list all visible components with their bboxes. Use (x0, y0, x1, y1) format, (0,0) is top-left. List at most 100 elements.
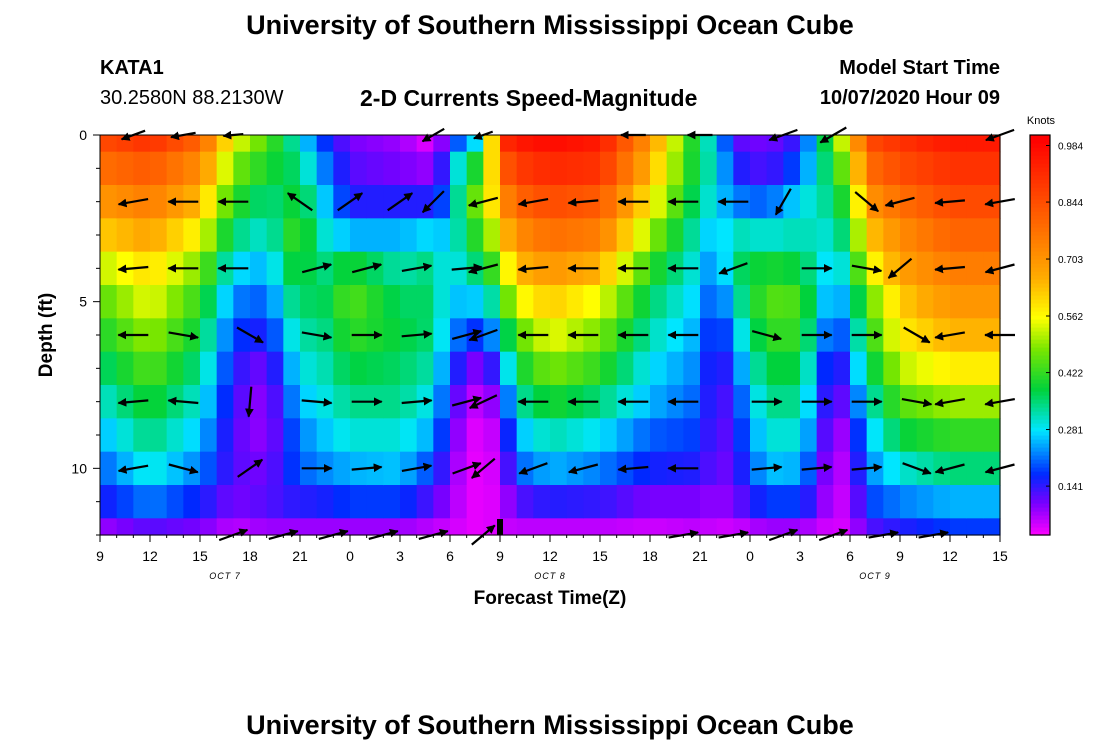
heatmap-cell (266, 385, 284, 419)
heatmap-cell (283, 151, 301, 186)
colorbar-swatch (1030, 531, 1050, 536)
colorbar-swatch (1030, 491, 1050, 496)
heatmap-cell (966, 185, 984, 219)
heatmap-cell (900, 185, 918, 219)
heatmap-cell (383, 351, 401, 386)
heatmap-cell (816, 518, 834, 536)
heatmap-cell (533, 485, 551, 519)
colorbar-swatch (1030, 495, 1050, 500)
heatmap-cell (800, 418, 818, 453)
x-tick-label: 21 (692, 548, 708, 564)
heatmap-cell (883, 351, 901, 386)
heatmap-cell (583, 418, 601, 453)
heatmap-cell (666, 485, 684, 519)
colorbar-swatch (1030, 403, 1050, 408)
heatmap-cell (183, 351, 201, 386)
current-vector-arrow (301, 331, 333, 341)
x-tick-label: 9 (496, 548, 504, 564)
colorbar-swatch (1030, 275, 1050, 280)
colorbar-swatch (1030, 287, 1050, 292)
x-tick-label: 15 (992, 548, 1008, 564)
heatmap-cell (850, 485, 868, 519)
colorbar-swatch (1030, 259, 1050, 264)
heatmap-cell (850, 151, 868, 186)
heatmap-cell (733, 218, 751, 253)
heatmap-cell (883, 218, 901, 253)
colorbar-swatch (1030, 343, 1050, 348)
heatmap-cell (716, 318, 734, 353)
heatmap-cell (233, 218, 251, 253)
heatmap-cell (250, 285, 268, 319)
heatmap-cell (700, 151, 718, 186)
heatmap-cell (733, 351, 751, 386)
x-tick-label: 0 (746, 548, 754, 564)
heatmap-cell (783, 485, 801, 519)
heatmap-cell (950, 285, 968, 319)
current-vector-arrow (387, 192, 414, 212)
current-vector-arrow (718, 262, 748, 275)
heatmap-cell (333, 151, 351, 186)
colorbar-swatch (1030, 263, 1050, 268)
heatmap-cell (550, 251, 568, 286)
heatmap-cell (283, 251, 301, 286)
heatmap-cell (100, 418, 118, 453)
heatmap-cell (216, 318, 234, 353)
heatmap-cell (966, 151, 984, 186)
heatmap-cell (250, 385, 268, 419)
heatmap-cell (100, 285, 118, 319)
heatmap-cell (816, 351, 834, 386)
heatmap-cell (116, 151, 134, 186)
heatmap-cell (250, 251, 268, 286)
x-tick-label: 0 (346, 548, 354, 564)
heatmap-cell (283, 218, 301, 253)
heatmap-cell (216, 218, 234, 253)
heatmap-cell (383, 385, 401, 419)
heatmap-cell (983, 485, 1001, 519)
heatmap-cell (166, 318, 184, 353)
colorbar-swatch (1030, 483, 1050, 488)
heatmap-cell (133, 151, 151, 186)
date-label: OCT 8 (534, 571, 566, 581)
heatmap-cell (133, 218, 151, 253)
heatmap-cell (716, 135, 734, 153)
heatmap-cell (900, 485, 918, 519)
y-tick-label: 5 (79, 294, 87, 310)
colorbar-swatch (1030, 395, 1050, 400)
heatmap-cell (533, 285, 551, 319)
colorbar-swatch (1030, 135, 1050, 140)
heatmap-cell (133, 135, 151, 153)
colorbar-swatch (1030, 183, 1050, 188)
heatmap-cell (700, 185, 718, 219)
heatmap-cell (566, 418, 584, 453)
heatmap-cell (966, 135, 984, 153)
heatmap-cell (866, 418, 884, 453)
heatmap-cell (900, 418, 918, 453)
heatmap-cell (433, 318, 451, 353)
colorbar-swatch (1030, 507, 1050, 512)
heatmap-cell (250, 518, 268, 536)
colorbar-tick-label: 0.984 (1058, 142, 1083, 153)
heatmap-cell (500, 285, 518, 319)
heatmap-cell (233, 351, 251, 386)
heatmap-cell (133, 451, 151, 486)
heatmap-cell (216, 485, 234, 519)
heatmap-cell (850, 351, 868, 386)
heatmap-cell (716, 351, 734, 386)
heatmap-cell (683, 151, 701, 186)
heatmap-cell (733, 318, 751, 353)
heatmap-cell (300, 518, 318, 536)
heatmap-cell (833, 218, 851, 253)
heatmap-cell (500, 351, 518, 386)
heatmap-cell (716, 418, 734, 453)
heatmap-cell (316, 218, 334, 253)
heatmap-cell (800, 151, 818, 186)
heatmap-cell (650, 218, 668, 253)
footer-title: University of Southern Mississippi Ocean… (246, 710, 854, 740)
heatmap-cell (300, 151, 318, 186)
heatmap-cell (550, 285, 568, 319)
heatmap-cell (516, 218, 534, 253)
heatmap-cell (400, 418, 418, 453)
heatmap-cell (300, 251, 318, 286)
colorbar-swatch (1030, 475, 1050, 480)
heatmap-cell (416, 135, 434, 153)
